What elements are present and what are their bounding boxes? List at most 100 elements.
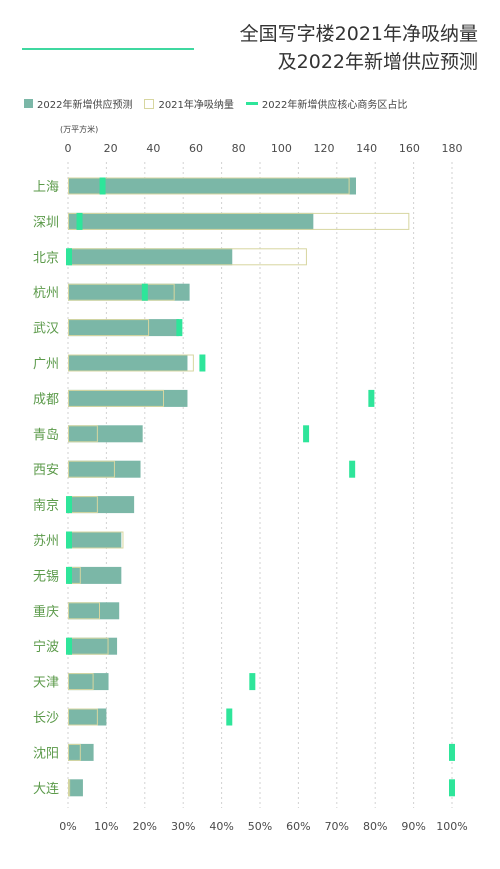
core-share-marker — [449, 779, 455, 797]
legend: 2022年新增供应预测 2021年净吸纳量 2022年新增供应核心商务区占比 — [24, 96, 419, 111]
category-label: 西安 — [33, 463, 59, 478]
category-label: 青岛 — [33, 427, 59, 443]
category-label: 广州 — [33, 357, 59, 372]
supply-bar — [68, 319, 179, 337]
top-axis-tick-label: 60 — [189, 142, 203, 155]
absorption-bar — [68, 425, 98, 443]
bottom-axis-tick-label: 70% — [325, 820, 349, 833]
bottom-axis-tick-label: 80% — [363, 820, 387, 833]
core-share-marker — [368, 389, 375, 407]
category-label: 宁波 — [33, 639, 59, 655]
supply-bar — [68, 708, 107, 726]
core-share-marker — [66, 637, 72, 655]
top-axis-tick-label: 120 — [314, 142, 335, 155]
core-share-marker — [449, 743, 455, 761]
chart-title-line-2: 及2022年新增供应预测 — [277, 51, 478, 73]
category-label: 重庆 — [33, 604, 59, 620]
top-axis-tick-label: 40 — [146, 142, 160, 155]
top-axis-tick-label: 180 — [442, 142, 463, 155]
core-share-marker — [176, 319, 183, 337]
core-share-marker — [349, 460, 356, 478]
bottom-axis-tick-label: 0% — [59, 820, 76, 833]
supply-bar — [68, 779, 83, 797]
absorption-bar — [68, 212, 410, 230]
bottom-axis-tick-label: 50% — [248, 820, 272, 833]
supply-bar — [68, 673, 109, 691]
bottom-axis-tick-label: 100% — [436, 820, 467, 833]
absorption-bar — [68, 319, 150, 337]
supply-bar — [68, 460, 141, 478]
core-share-marker — [66, 496, 72, 514]
category-label: 沈阳 — [33, 746, 59, 761]
supply-bar — [68, 283, 190, 301]
bottom-axis-tick-label: 10% — [94, 820, 118, 833]
core-share-marker — [66, 248, 72, 266]
legend-item-absorption: 2021年净吸纳量 — [144, 96, 234, 111]
bottom-axis-tick-label: 60% — [286, 820, 310, 833]
core-share-marker — [66, 531, 72, 549]
category-label: 成都 — [33, 392, 59, 407]
category-label: 南京 — [33, 498, 59, 514]
absorption-bar — [68, 177, 350, 195]
supply-bar — [68, 637, 118, 655]
supply-bar — [68, 566, 122, 584]
legend-label-core-share: 2022年新增供应核心商务区占比 — [261, 100, 408, 111]
core-share-marker — [199, 354, 206, 372]
legend-swatch-core-share — [245, 102, 258, 105]
chart-title-line-1: 全国写字楼2021年净吸纳量 — [239, 23, 478, 45]
category-label: 大连 — [33, 781, 59, 797]
supply-bar — [68, 425, 143, 443]
top-axis-tick-label: 100 — [271, 142, 292, 155]
core-share-marker — [226, 708, 233, 726]
top-axis-tick-label: 80 — [232, 142, 246, 155]
core-share-marker — [99, 177, 106, 195]
top-axis-tick-label: 140 — [356, 142, 377, 155]
supply-bar — [68, 602, 120, 620]
legend-label-supply: 2022年新增供应预测 — [37, 100, 133, 111]
absorption-bar — [68, 283, 175, 301]
core-share-marker — [141, 283, 148, 301]
legend-item-core-share: 2022年新增供应核心商务区占比 — [245, 96, 408, 111]
supply-bar — [68, 496, 135, 514]
core-share-marker — [76, 212, 83, 230]
core-share-marker — [66, 566, 72, 584]
category-label: 北京 — [33, 251, 59, 266]
bottom-axis-tick-label: 20% — [133, 820, 157, 833]
category-label: 深圳 — [33, 215, 59, 230]
core-share-marker — [303, 425, 310, 443]
category-label: 杭州 — [33, 286, 59, 301]
category-label: 苏州 — [33, 533, 59, 549]
category-label: 上海 — [33, 180, 59, 195]
absorption-bar — [68, 779, 71, 797]
legend-item-supply: 2022年新增供应预测 — [24, 96, 132, 111]
absorption-bar — [68, 708, 98, 726]
core-share-marker — [249, 673, 256, 691]
supply-bar — [68, 389, 188, 407]
supply-bar — [68, 177, 356, 195]
supply-bar — [68, 212, 314, 230]
title-accent-line — [22, 48, 194, 50]
top-axis-tick-label: 20 — [104, 142, 118, 155]
chart-title: 全国写字楼2021年净吸纳量 及2022年新增供应预测 — [240, 20, 478, 76]
category-label: 天津 — [33, 676, 59, 691]
category-label: 武汉 — [33, 322, 59, 337]
top-axis-tick-label: 0 — [65, 142, 72, 155]
legend-swatch-supply — [24, 99, 33, 108]
bottom-axis-tick-label: 30% — [171, 820, 195, 833]
supply-bar — [68, 248, 233, 266]
absorption-bar — [68, 389, 164, 407]
absorption-bar — [68, 743, 81, 761]
absorption-bar — [68, 354, 194, 372]
legend-label-absorption: 2021年净吸纳量 — [158, 100, 234, 111]
absorption-bar — [68, 602, 100, 620]
supply-bar — [68, 743, 94, 761]
bottom-axis-tick-label: 90% — [401, 820, 425, 833]
supply-bar — [68, 531, 122, 549]
supply-bar — [68, 354, 188, 372]
absorption-bar — [68, 460, 115, 478]
absorption-bar — [68, 673, 94, 691]
unit-label: (万平方米) — [60, 125, 99, 134]
bottom-axis-tick-label: 40% — [209, 820, 233, 833]
category-label: 无锡 — [33, 569, 59, 584]
